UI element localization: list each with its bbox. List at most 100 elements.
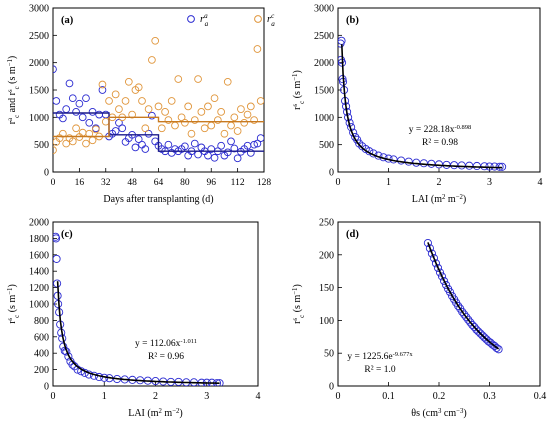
data-point [230,113,239,122]
fit-curve [427,242,500,350]
y-tick-label: 1000 [29,300,49,311]
data-point [105,97,113,105]
x-tick-label: 1 [102,391,107,402]
y-tick-label: 500 [319,140,334,151]
data-point [217,108,225,116]
y-tick-label: 0 [329,382,334,393]
data-point [227,137,235,146]
y-tick-label: 800 [34,316,49,327]
data-point [404,157,413,166]
data-point [157,124,166,133]
data-point [115,105,123,113]
r-squared: R² = 1.0 [364,365,395,375]
data-point [250,116,258,124]
data-point [256,97,264,105]
y-tick-label: 0 [44,168,49,179]
data-point [148,56,156,64]
data-point [92,125,100,134]
y-tick-label: 100 [319,316,334,327]
data-point [62,105,71,113]
data-point [111,90,120,99]
data-point [240,118,249,127]
data-point [88,108,97,116]
plot-area [338,36,507,171]
x-tick-label: 32 [101,178,111,188]
data-point [431,259,441,268]
x-tick-label: 0 [51,391,56,402]
x-tick-label: 16 [75,178,85,188]
data-point [207,121,216,130]
data-point [464,315,473,324]
legend-marker [254,15,262,23]
fit-equation: y = 112.06x-1.011 [135,338,197,350]
x-tick-label: 48 [127,178,137,188]
data-point [64,352,73,361]
data-point [210,94,219,103]
y-tick-label: 200 [34,365,49,376]
x-tick-label: 0.1 [382,391,395,402]
data-point [492,343,501,353]
y-tick-label: 1200 [29,283,49,294]
x-axis-label: LAI (m2 m−2) [128,408,183,420]
data-point [121,97,130,105]
data-point [227,121,235,130]
data-point [460,310,469,319]
data-point [184,102,193,111]
x-tick-label: 1 [386,177,391,188]
data-point [217,141,225,150]
data-point [134,135,143,144]
data-point [427,249,436,258]
panel-label: (c) [61,229,73,240]
data-point [154,102,163,111]
data-point [78,113,87,122]
r-squared: R² = 0.98 [422,138,458,148]
data-point [177,113,186,122]
data-point [253,45,262,53]
data-point [243,110,252,119]
data-point [204,102,212,111]
data-point [223,77,232,86]
data-point [468,320,477,330]
x-tick-label: 2 [153,391,158,402]
y-tick-label: 600 [34,332,49,343]
x-tick-label: 2 [437,177,442,188]
y-tick-label: 400 [34,349,49,360]
r-squared: R² = 0.96 [148,352,184,362]
data-point [246,102,255,111]
data-point [439,276,449,286]
y-tick-label: 1500 [314,86,334,97]
fit-curve [341,44,503,169]
plot-area [53,232,224,386]
data-point [148,111,156,120]
y-tick-label: 2500 [29,31,49,42]
y-tick-label: 50 [324,349,334,360]
data-point [98,86,107,94]
data-point [472,161,481,171]
fit-curve [56,281,220,385]
data-point [210,153,219,162]
data-point [237,105,245,113]
data-point [423,238,432,248]
y-tick-label: 1800 [29,234,49,245]
y-tick-label: 2500 [314,31,334,42]
y-axis-label: rac and rsc (s m−1) [7,56,21,124]
y-tick-label: 0 [329,168,334,179]
data-point [131,143,140,152]
data-point [95,110,104,119]
data-point [161,108,169,116]
data-point [425,244,434,253]
data-point [190,116,199,124]
data-point [397,156,406,165]
data-point [433,263,443,272]
trend-line [53,112,264,152]
y-tick-label: 200 [319,250,334,261]
data-point [85,118,94,127]
data-point [223,148,232,157]
data-point [53,65,57,74]
data-point [98,80,107,89]
data-point [338,36,346,45]
data-point [134,83,143,92]
data-point [194,150,202,159]
data-point [62,139,71,148]
